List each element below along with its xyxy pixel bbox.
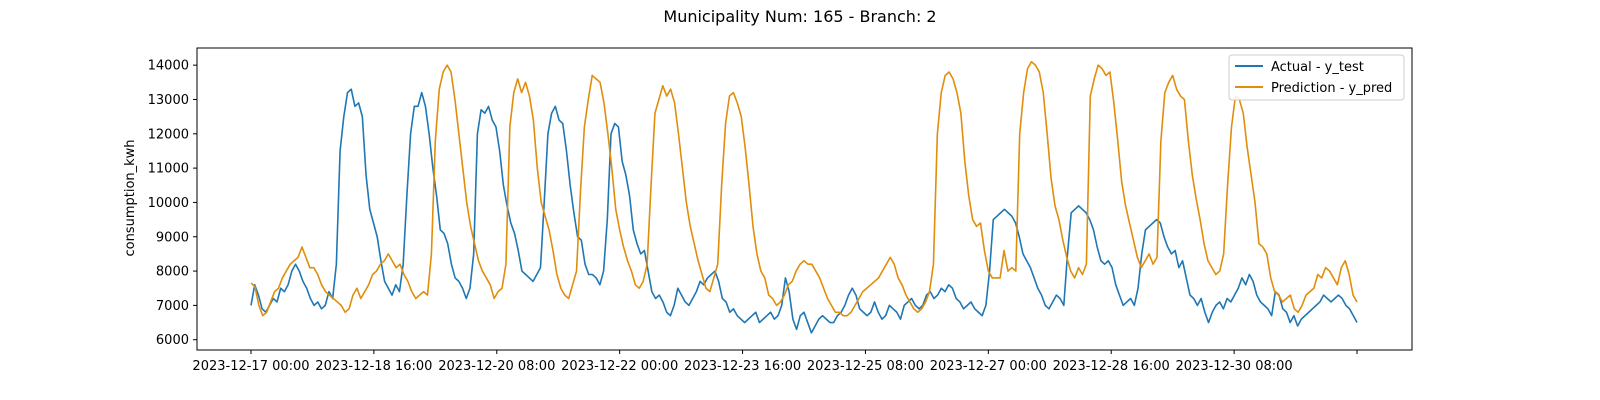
y-tick-label: 11000 — [148, 162, 189, 177]
y-axis: 6000 7000 8000 9000 10000 11000 12000 13000 1400… — [148, 59, 197, 348]
x-tick-label: 2023-12-22 00:00 — [561, 359, 678, 374]
x-tick-label: 2023-12-17 00:00 — [192, 359, 309, 374]
y-tick-label: 7000 — [156, 299, 189, 314]
x-tick-label: 2023-12-20 08:00 — [438, 359, 555, 374]
legend-label-actual: Actual - y_test — [1271, 60, 1364, 75]
x-tick-label: 2023-12-28 16:00 — [1053, 359, 1170, 374]
y-axis-label: consumption_kwh — [123, 139, 138, 256]
plot-area — [196, 47, 1413, 351]
y-tick-label: 13000 — [148, 93, 189, 108]
legend-box — [1228, 54, 1405, 101]
series-line-prediction — [250, 60, 1358, 317]
x-tick-label: 2023-12-18 16:00 — [315, 359, 432, 374]
y-tick-label: 8000 — [156, 265, 189, 280]
chart-title: Municipality Num: 165 - Branch: 2 — [663, 7, 936, 26]
y-tick-label: 6000 — [156, 333, 189, 348]
x-tick-label: 2023-12-23 16:00 — [684, 359, 801, 374]
x-axis: 2023-12-17 00:00 2023-12-18 16:00 2023-12-… — [192, 350, 1358, 374]
series-line-actual — [250, 88, 1358, 334]
plot-frame — [196, 47, 1413, 351]
legend-label-prediction: Prediction - y_pred — [1271, 81, 1392, 96]
x-tick-label: 2023-12-25 08:00 — [807, 359, 924, 374]
y-tick-label: 12000 — [148, 127, 189, 142]
y-tick-label: 9000 — [156, 230, 189, 245]
x-tick-label: 2023-12-27 00:00 — [930, 359, 1047, 374]
x-tick-label: 2023-12-30 08:00 — [1176, 359, 1293, 374]
y-tick-label: 14000 — [148, 59, 189, 74]
y-tick-label: 10000 — [148, 196, 189, 211]
series-group — [250, 60, 1358, 334]
legend: Actual - y_test Prediction - y_pred — [1228, 54, 1405, 101]
